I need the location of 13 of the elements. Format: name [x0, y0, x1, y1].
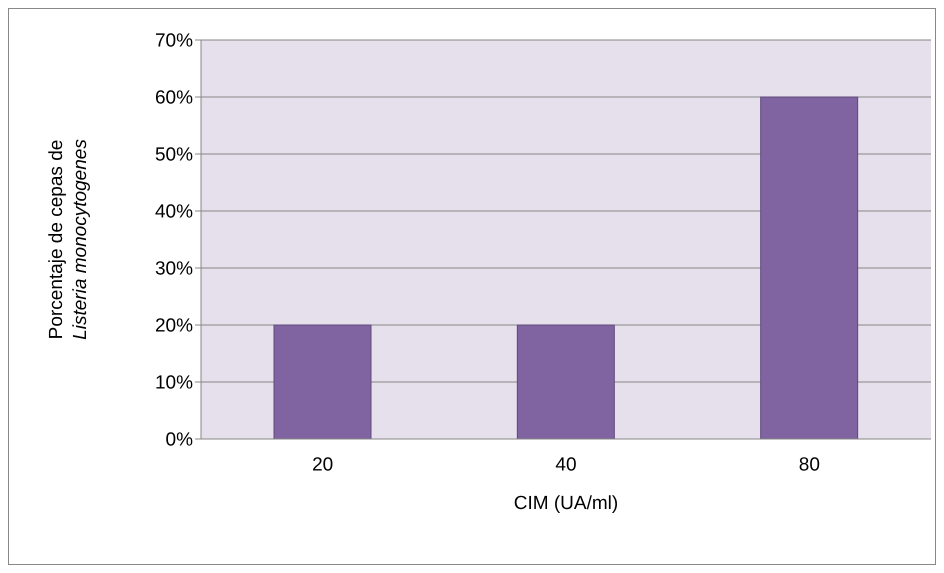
y-tick-label: 20%	[154, 316, 194, 337]
y-tick-label: 70%	[154, 30, 194, 52]
y-tick-label: 40%	[154, 202, 194, 223]
y-tick-label: 10%	[154, 372, 194, 394]
x-tick-label: 80	[798, 454, 820, 476]
y-axis-title: Porcentaje de cepas de Listeria monocytogenes	[46, 138, 91, 340]
y-tick-label: 50%	[154, 144, 194, 166]
x-tick-label: 40	[555, 454, 577, 476]
y-tick-label: 60%	[154, 88, 194, 109]
x-axis-title: CIM (UA/ml)	[514, 493, 618, 514]
x-tick-label: 20	[312, 454, 334, 476]
y-tick-label: 0%	[166, 430, 194, 451]
y-tick-label: 30%	[154, 258, 194, 280]
